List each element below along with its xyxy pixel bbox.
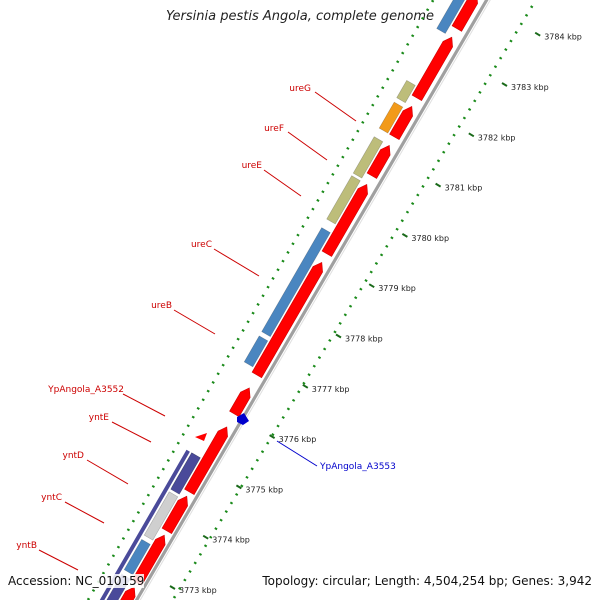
scale-tick-label: 3784 kbp bbox=[544, 33, 582, 42]
gene-label-YpAngola_A3552: YpAngola_A3552 bbox=[47, 385, 124, 395]
leader-line-yntC bbox=[64, 501, 105, 524]
cds-arrow bbox=[451, 0, 478, 32]
leader-line-ureC bbox=[213, 248, 260, 277]
leader-line-yntB bbox=[38, 549, 79, 571]
cds-arrow bbox=[321, 183, 368, 257]
scale-tick bbox=[269, 434, 276, 439]
ynt-strand-bar bbox=[99, 449, 190, 600]
scale-tick-label: 3773 kbp bbox=[179, 586, 217, 595]
scale-tick bbox=[169, 585, 176, 590]
gene-block-ureG bbox=[378, 101, 404, 134]
scale-dots bbox=[172, 0, 538, 599]
cds-arrow bbox=[229, 387, 251, 418]
gene-label-YpAngola_A3553: YpAngola_A3553 bbox=[319, 462, 396, 472]
scale-tick-label: 3776 kbp bbox=[279, 435, 317, 444]
scale-tick bbox=[401, 233, 408, 238]
gene-block-ureE bbox=[326, 175, 361, 225]
map-title: Yersinia pestis Angola, complete genome bbox=[166, 9, 434, 24]
scale-tick-label: 3782 kbp bbox=[478, 133, 516, 142]
scale-tick-label: 3779 kbp bbox=[378, 284, 416, 293]
accession-text: Accession: NC_010159 bbox=[8, 574, 145, 588]
gene-block-yntE-strand bbox=[170, 452, 201, 495]
gene-block-yntC bbox=[123, 538, 151, 576]
gene-block-ureB bbox=[243, 335, 269, 368]
scale-tick-label: 3777 kbp bbox=[312, 385, 350, 394]
gene-block-ureF bbox=[352, 136, 384, 179]
cds-arrow bbox=[120, 586, 136, 600]
gene-label-ureB: ureB bbox=[151, 301, 172, 311]
cds-arrow bbox=[184, 426, 228, 496]
label-layer: 3773 kbp 3774 kbp 3775 kbp 3776 kbp 3777 kbp… bbox=[16, 33, 582, 595]
scale-tick bbox=[235, 484, 242, 490]
scale-tick bbox=[534, 31, 541, 37]
backbone-highlight bbox=[139, 0, 491, 600]
leader-line-yntE bbox=[111, 421, 152, 443]
gene-label-yntE: yntE bbox=[89, 413, 110, 423]
genome-summary-text: Topology: circular; Length: 4,504,254 bp… bbox=[262, 574, 592, 588]
scale-tick bbox=[335, 333, 342, 339]
scale-tick bbox=[435, 182, 442, 188]
scale-tick-label: 3778 kbp bbox=[345, 335, 383, 344]
cds-arrow bbox=[161, 495, 188, 535]
gene-label-ureC: ureC bbox=[191, 240, 212, 250]
scale-tick bbox=[302, 383, 309, 389]
map-background-layer bbox=[86, 0, 541, 600]
cds-arrow bbox=[411, 36, 453, 102]
gene-label-ureF: ureF bbox=[264, 124, 284, 134]
leader-line-ureG bbox=[314, 91, 357, 122]
cds-arrow bbox=[251, 261, 323, 379]
cds-arrow-YpAngola_A3552 bbox=[195, 433, 207, 441]
scale-tick bbox=[368, 283, 375, 289]
gene-block-yntD bbox=[143, 491, 179, 541]
gene-block-top bbox=[436, 0, 465, 34]
gene-label-yntC: yntC bbox=[41, 493, 62, 503]
scale-tick-label: 3781 kbp bbox=[445, 184, 483, 193]
scale-tick-label: 3774 kbp bbox=[212, 536, 250, 545]
gene-block-ureG-b bbox=[396, 79, 416, 104]
scale-tick bbox=[468, 132, 475, 138]
scale-tick-label: 3780 kbp bbox=[411, 234, 449, 243]
gene-block-ureC bbox=[261, 227, 331, 338]
leader-line-YpAngola_A3552 bbox=[122, 393, 166, 417]
feature-layer bbox=[99, 0, 478, 600]
gene-label-ureE: ureE bbox=[242, 161, 263, 171]
leader-line-ureB bbox=[173, 309, 216, 335]
leader-line-ureE bbox=[263, 169, 302, 197]
leader-line-ureF bbox=[287, 131, 328, 161]
leader-line-YpAngola_A3553 bbox=[276, 440, 318, 467]
gene-label-yntD: yntD bbox=[63, 451, 85, 461]
scale-tick-label: 3783 kbp bbox=[511, 83, 549, 92]
backbone-line bbox=[134, 0, 489, 600]
gene-label-yntB: yntB bbox=[16, 541, 37, 551]
scale-tick bbox=[202, 534, 209, 540]
scale-tick-label: 3775 kbp bbox=[245, 485, 283, 494]
scale-tick bbox=[501, 82, 508, 87]
gene-label-ureG: ureG bbox=[289, 84, 311, 94]
cds-arrow bbox=[366, 145, 391, 179]
feature-YpAngola_A3553 bbox=[237, 413, 249, 425]
leader-line-yntD bbox=[86, 459, 129, 485]
cds-arrow bbox=[389, 106, 413, 141]
